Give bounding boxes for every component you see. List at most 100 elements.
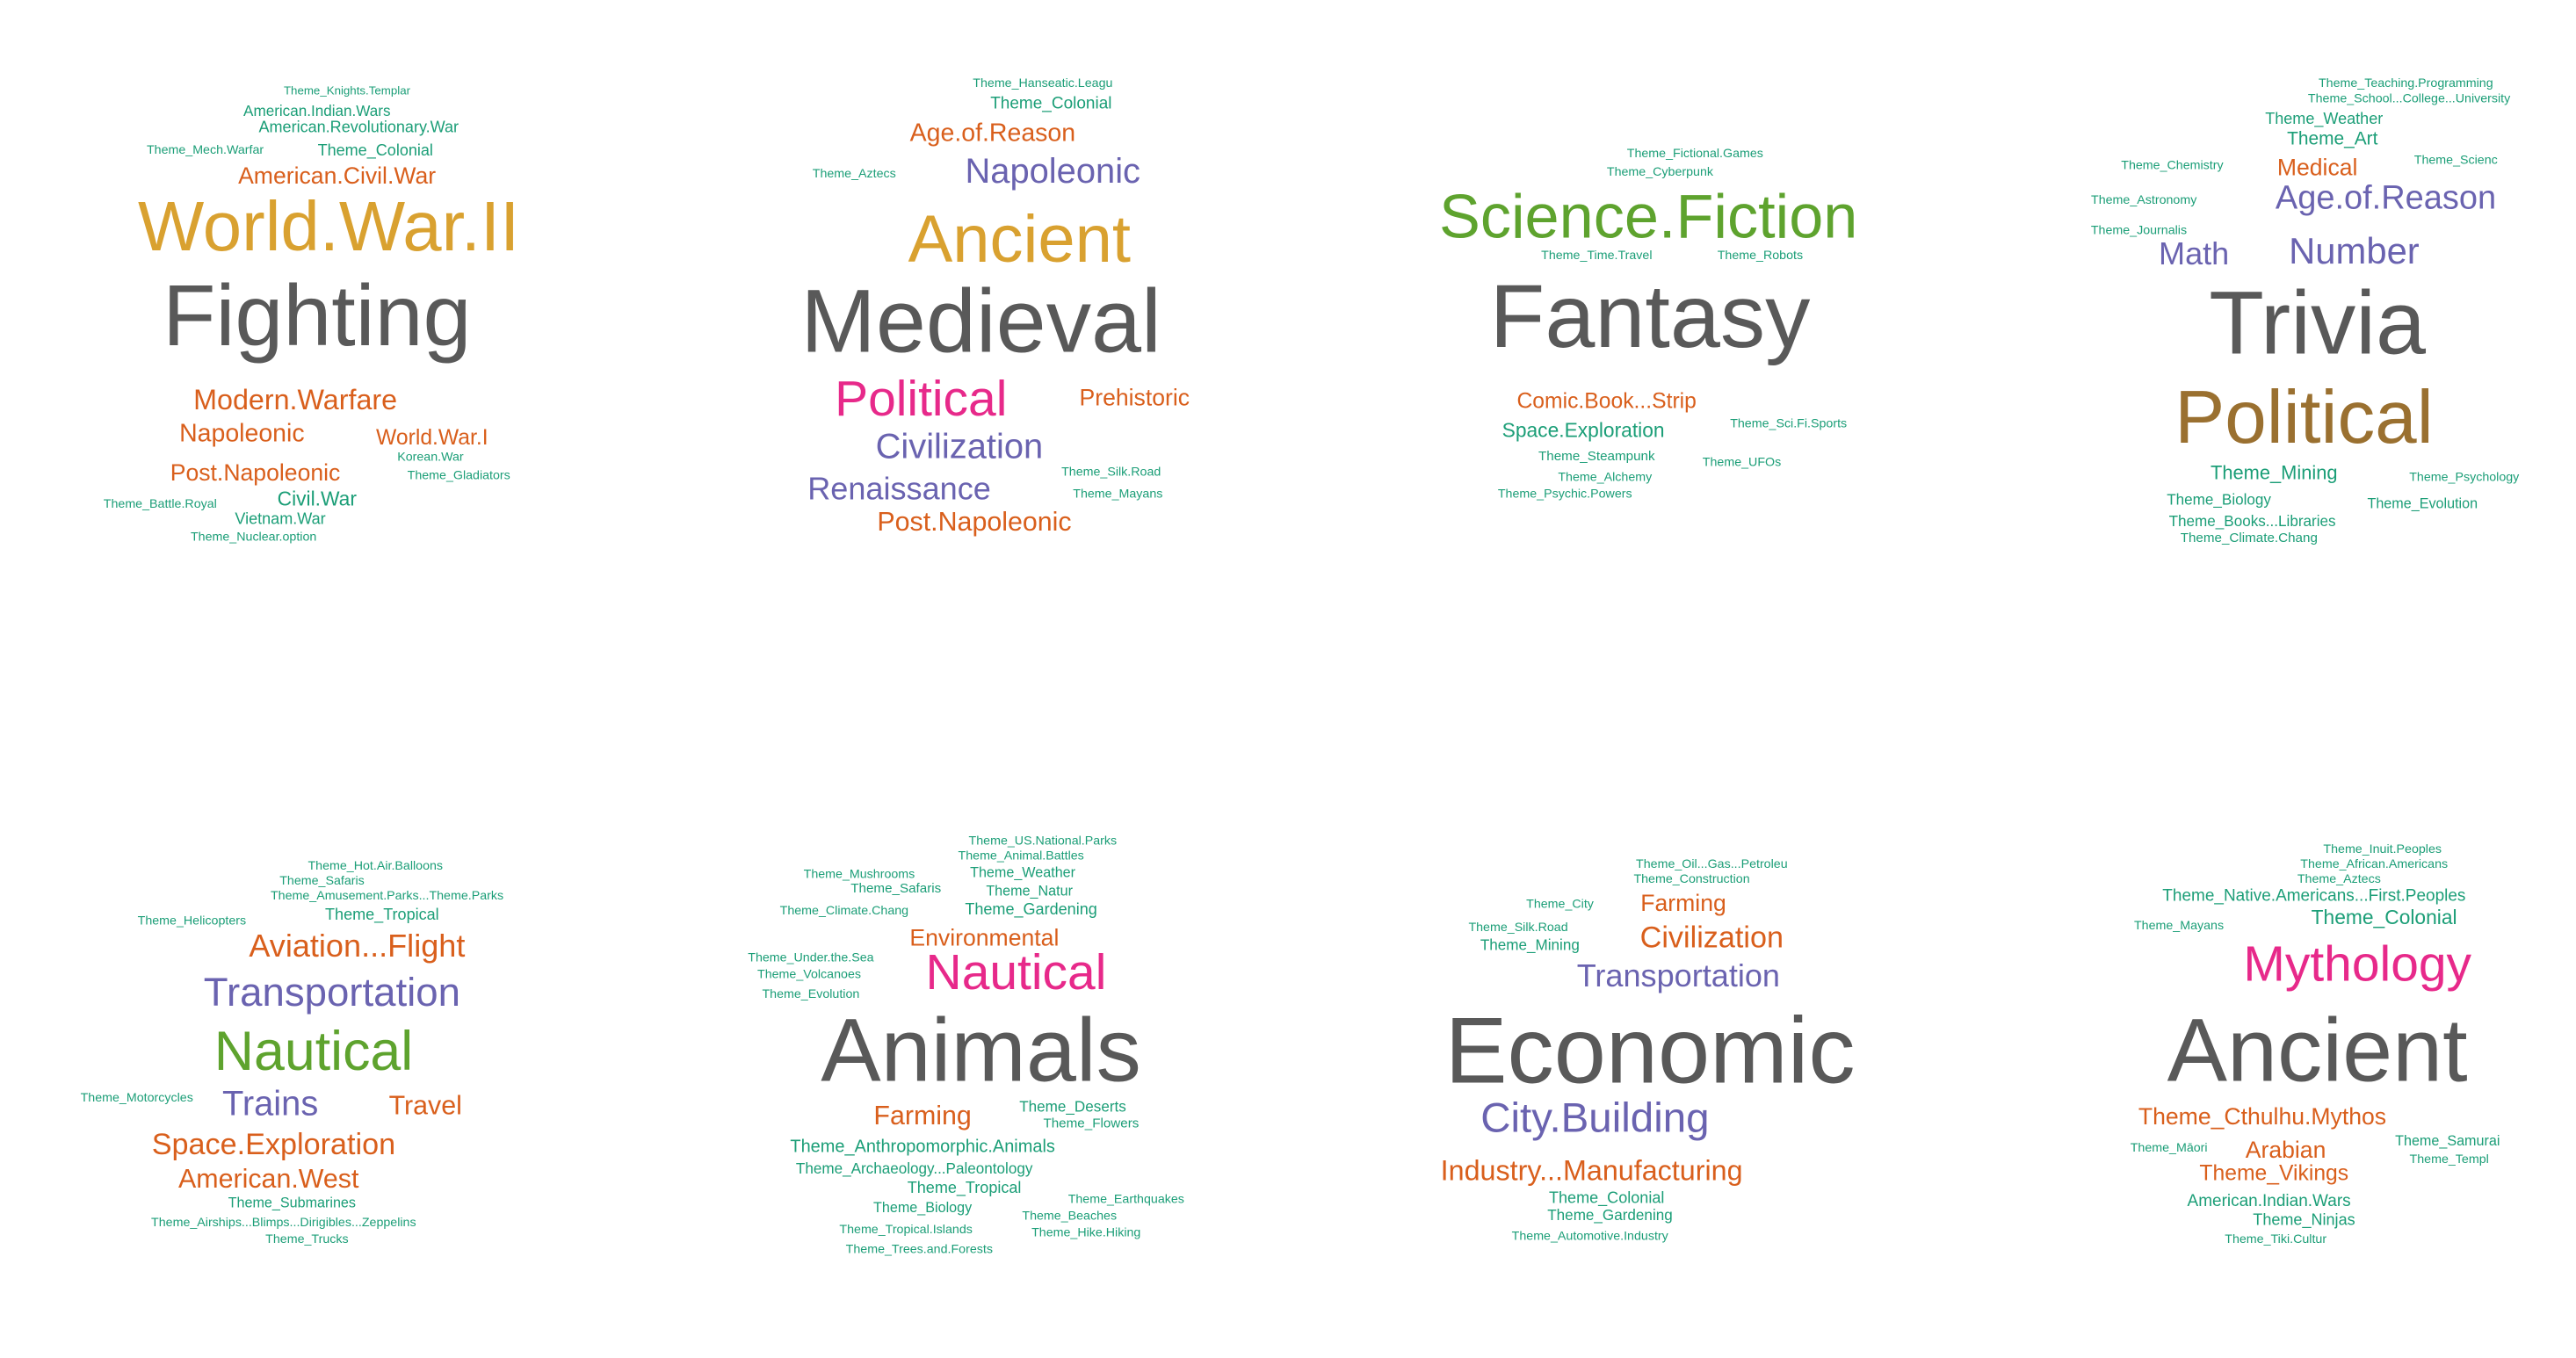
word-world-war-i: World.War.I xyxy=(376,424,488,450)
word-theme-ninjas: Theme_Ninjas xyxy=(2253,1211,2355,1231)
word-theme-climate-chang: Theme_Climate.Chang xyxy=(2180,530,2318,545)
word-civil-war: Civil.War xyxy=(277,487,357,511)
word-theme-psychic-powers: Theme_Psychic.Powers xyxy=(1497,486,1632,502)
word-theme-alchemy: Theme_Alchemy xyxy=(1558,469,1653,485)
word-theme-samurai: Theme_Samurai xyxy=(2395,1131,2500,1149)
word-theme-cyberpunk: Theme_Cyberpunk xyxy=(1606,163,1714,179)
word-theme-submarines: Theme_Submarines xyxy=(228,1194,356,1211)
word-post-napoleonic: Post.Napoleonic xyxy=(877,509,1072,538)
word-korean-war: Korean.War xyxy=(397,449,464,465)
word-theme-chemistry: Theme_Chemistry xyxy=(2121,156,2224,173)
word-theme-nuclear-option: Theme_Nuclear.option xyxy=(190,529,317,545)
word-theme-colonial: Theme_Colonial xyxy=(2311,906,2457,929)
word-theme-helicopters: Theme_Helicopters xyxy=(137,913,247,928)
word-theme-natur: Theme_Natur xyxy=(986,882,1074,899)
word-civilization: Civilization xyxy=(875,428,1044,466)
word-medical: Medical xyxy=(2276,153,2358,181)
word-theme-colonial: Theme_Colonial xyxy=(990,95,1112,114)
word-theme-anthropomorphic-animals: Theme_Anthropomorphic.Animals xyxy=(790,1137,1055,1158)
word-theme-volcanoes: Theme_Volcanoes xyxy=(757,965,861,982)
word-animals: Animals xyxy=(821,1000,1141,1102)
word-theme-aztecs: Theme_Aztecs xyxy=(2297,870,2381,886)
word-renaissance: Renaissance xyxy=(807,473,991,509)
word-theme-robots: Theme_Robots xyxy=(1717,247,1804,263)
word-theme-tropical: Theme_Tropical xyxy=(907,1180,1022,1198)
word-theme-psychology: Theme_Psychology xyxy=(2409,469,2520,485)
wordcloud-medieval: Theme_Hanseatic.Leagu Theme_Colonial Age.o… xyxy=(0,0,1190,537)
word-world-war-ii: World.War.II xyxy=(137,186,520,265)
word-theme-trucks: Theme_Trucks xyxy=(265,1231,349,1246)
word-theme-hanseatic-leagu: Theme_Hanseatic.Leagu xyxy=(973,75,1113,91)
word-theme-biology: Theme_Biology xyxy=(2167,491,2272,509)
word-theme-gardening: Theme_Gardening xyxy=(965,900,1097,920)
word-transportation: Transportation xyxy=(1576,959,1781,995)
word-theme-beaches: Theme_Beaches xyxy=(1022,1208,1118,1224)
word-theme-books-libraries: Theme_Books...Libraries xyxy=(2168,512,2336,530)
word-theme-mayans: Theme_Mayans xyxy=(1073,486,1163,502)
word-theme-inuit-peoples: Theme_Inuit.Peoples xyxy=(2323,841,2442,856)
word-theme-fictional-games: Theme_Fictional.Games xyxy=(1626,145,1763,161)
wordcloud-fantasy: Theme_Fictional.Games Theme_Cyberpunk Scie… xyxy=(0,0,1857,500)
word-fantasy: Fantasy xyxy=(1489,266,1811,367)
word-comic-book-strip: Comic.Book...Strip xyxy=(1516,387,1697,413)
word-theme-astronomy: Theme_Astronomy xyxy=(2091,191,2197,207)
word-theme-m-ori: Theme_Māori xyxy=(2130,1139,2208,1155)
word-theme-aztecs: Theme_Aztecs xyxy=(812,165,896,181)
word-space-exploration: Space.Exploration xyxy=(1501,418,1665,443)
word-theme-mining: Theme_Mining xyxy=(2211,464,2338,485)
word-theme-colonial: Theme_Colonial xyxy=(317,141,433,161)
word-theme-vikings: Theme_Vikings xyxy=(2199,1159,2349,1186)
word-american-civil-war: American.Civil.War xyxy=(238,162,437,189)
word-theme-evolution: Theme_Evolution xyxy=(762,986,860,1001)
word-industry-manufacturing: Industry...Manufacturing xyxy=(1440,1155,1743,1188)
word-theme-steampunk: Theme_Steampunk xyxy=(1538,448,1655,464)
word-theme-mushrooms: Theme_Mushrooms xyxy=(803,866,915,882)
word-theme-amusement-parks-theme-parks: Theme_Amusement.Parks...Theme.Parks xyxy=(270,887,504,903)
wordcloud-nautical: Theme_Hot.Air.Balloons Theme_Safaris Theme… xyxy=(0,0,504,1245)
word-trains: Trains xyxy=(221,1085,319,1123)
wordcloud-animals: Theme_US.National.Parks Theme_Animal.Batt… xyxy=(0,0,1184,1255)
word-theme-scienc: Theme_Scienc xyxy=(2413,152,2498,168)
word-transportation: Transportation xyxy=(203,971,460,1016)
word-farming: Farming xyxy=(1640,889,1726,916)
word-math: Math xyxy=(2159,237,2230,273)
word-theme-flowers: Theme_Flowers xyxy=(1043,1116,1140,1131)
word-theme-colonial: Theme_Colonial xyxy=(1549,1189,1665,1209)
word-theme-climate-chang: Theme_Climate.Chang xyxy=(779,902,909,918)
word-theme-archaeology-paleontology: Theme_Archaeology...Paleontology xyxy=(795,1159,1033,1177)
word-theme-earthquakes: Theme_Earthquakes xyxy=(1067,1191,1184,1207)
word-modern-warfare: Modern.Warfare xyxy=(193,384,398,416)
word-theme-safaris: Theme_Safaris xyxy=(850,880,942,896)
word-theme-mayans: Theme_Mayans xyxy=(2133,917,2225,933)
word-theme-construction: Theme_Construction xyxy=(1633,870,1750,886)
word-theme-templ: Theme_Templ xyxy=(2409,1151,2489,1167)
word-theme-teaching-programming: Theme_Teaching.Programming xyxy=(2318,75,2493,91)
word-ancient: Ancient xyxy=(2167,1000,2468,1102)
word-theme-weather: Theme_Weather xyxy=(970,863,1076,881)
word-theme-motorcycles: Theme_Motorcycles xyxy=(80,1089,193,1105)
word-age-of-reason: Age.of.Reason xyxy=(909,119,1076,148)
word-civilization: Civilization xyxy=(1639,921,1784,955)
word-theme-cthulhu-mythos: Theme_Cthulhu.Mythos xyxy=(2138,1102,2387,1130)
word-theme-native-americans-first-peoples: Theme_Native.Americans...First.Peoples xyxy=(2162,887,2466,907)
word-city-building: City.Building xyxy=(1480,1094,1710,1142)
word-political: Political xyxy=(835,372,1008,428)
word-theme-tropical-islands: Theme_Tropical.Islands xyxy=(839,1221,973,1237)
word-science-fiction: Science.Fiction xyxy=(1438,182,1858,251)
word-theme-animal-battles: Theme_Animal.Battles xyxy=(958,848,1084,863)
word-theme-mining: Theme_Mining xyxy=(1480,936,1580,954)
word-theme-hike-hiking: Theme_Hike.Hiking xyxy=(1031,1224,1141,1240)
word-theme-mech-warfar: Theme_Mech.Warfar xyxy=(146,141,264,157)
word-theme-city: Theme_City xyxy=(1526,896,1594,912)
word-age-of-reason: Age.of.Reason xyxy=(2275,180,2497,217)
word-theme-sci-fi-sports: Theme_Sci.Fi.Sports xyxy=(1730,415,1848,431)
word-theme-gladiators: Theme_Gladiators xyxy=(407,467,510,483)
word-napoleonic: Napoleonic xyxy=(179,419,305,448)
word-american-west: American.West xyxy=(178,1166,359,1195)
word-theme-battle-royal: Theme_Battle.Royal xyxy=(103,495,217,511)
word-theme-hot-air-balloons: Theme_Hot.Air.Balloons xyxy=(308,857,444,873)
word-theme-trees-and-forests: Theme_Trees.and.Forests xyxy=(845,1241,993,1257)
word-theme-oil-gas-petroleu: Theme_Oil...Gas...Petroleu xyxy=(1636,856,1788,871)
word-theme-gardening: Theme_Gardening xyxy=(1547,1206,1673,1224)
